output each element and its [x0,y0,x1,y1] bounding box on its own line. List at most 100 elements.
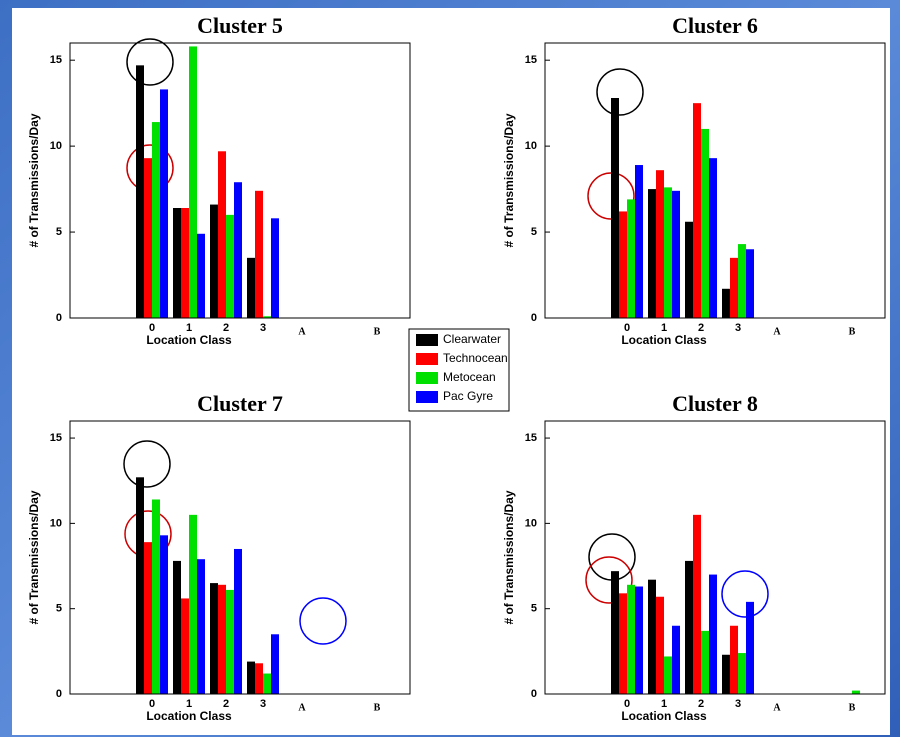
bar [271,218,279,318]
bar [181,598,189,694]
bar [144,542,152,694]
bar [611,98,619,318]
bar [672,625,680,694]
bar [738,244,746,318]
legend-swatch [416,353,438,365]
chart: 0 5 10 15 0 1 2 3 A B Cluster 8 Location Class # of … [502,391,886,723]
bar [160,535,168,694]
chart-title: Cluster 5 [197,13,283,38]
circle [123,440,171,488]
bar [255,663,263,694]
bar [226,214,234,318]
x-tick-label: 1 [661,698,667,710]
bar [152,122,160,318]
bar [709,158,717,318]
bar [635,586,643,694]
x-tick-label: 0 [149,322,155,334]
bar [247,257,255,318]
plot-frame [544,420,886,695]
bar [189,514,197,694]
plot-frame [69,42,411,319]
bar [709,574,717,694]
bar [144,158,152,318]
bar [197,233,205,318]
legend-swatch [416,391,438,403]
y-tick-label: 0 [531,312,537,324]
bar [656,596,664,694]
bar [160,89,168,318]
bar [693,514,701,694]
bar [218,151,226,318]
circle [596,68,644,116]
x-tick-label: 3 [260,322,266,334]
bar [263,673,271,694]
bar [173,208,181,318]
bar [635,165,643,318]
y-tick-label: 15 [525,54,537,66]
bar [247,661,255,694]
circle [126,38,174,86]
x-tick-label: 0 [624,698,630,710]
y-axis-label: # of Transmissions/Day [27,113,41,247]
bar [611,571,619,694]
x-tick-label: 2 [698,698,704,710]
bar [136,477,144,694]
x-axis-label: Location Class [146,333,232,347]
chart: 0 5 10 15 0 1 2 3 A B Cluster 7 Location Class # of … [27,391,411,723]
bar [263,316,271,318]
bar [693,103,701,318]
bar [648,579,656,694]
y-tick-label: 10 [50,517,62,529]
bar [627,199,635,318]
x-tick-label: 0 [149,698,155,710]
x-tick-label: A [298,702,306,713]
y-tick-label: 15 [525,432,537,444]
bar [619,593,627,694]
bar [181,208,189,318]
x-axis-label: Location Class [621,333,707,347]
bar [746,601,754,694]
bar [648,189,656,318]
x-tick-label: 3 [735,698,741,710]
x-tick-label: 1 [661,322,667,334]
bar [730,625,738,694]
y-tick-label: 15 [50,54,62,66]
bar [226,589,234,694]
x-tick-label: 0 [624,322,630,334]
x-axis-label: Location Class [146,709,232,723]
y-tick-label: 5 [531,226,537,238]
bar [722,288,730,318]
bar [210,204,218,318]
x-axis-label: Location Class [621,709,707,723]
bar [218,584,226,694]
bar [730,257,738,318]
chart-title: Cluster 8 [672,391,758,416]
chart: 0 5 10 15 0 1 2 3 A B Cluster 6 Location Class # of … [502,13,886,347]
legend-label: Pac Gyre [443,389,493,403]
y-tick-label: 15 [50,432,62,444]
bar [234,182,242,318]
legend-label: Technocean [443,351,508,365]
bar [189,46,197,318]
plot-frame [69,420,411,695]
bar [738,653,746,694]
x-tick-label: B [374,326,381,337]
x-tick-label: A [298,326,306,337]
x-tick-label: B [849,702,856,713]
chart: 0 5 10 15 0 1 2 3 A B Cluster 5 Location Class # of … [27,13,411,347]
bar [701,630,709,694]
bar [656,170,664,318]
x-tick-label: A [773,702,781,713]
bar [173,560,181,694]
plot-frame [544,42,886,319]
bar [746,249,754,318]
x-tick-label: 1 [186,698,192,710]
y-tick-label: 5 [56,603,62,615]
y-tick-label: 10 [525,140,537,152]
x-tick-label: 2 [223,698,229,710]
y-axis-label: # of Transmissions/Day [502,490,516,624]
bar [664,187,672,318]
circle [721,570,769,618]
x-tick-label: 3 [260,698,266,710]
